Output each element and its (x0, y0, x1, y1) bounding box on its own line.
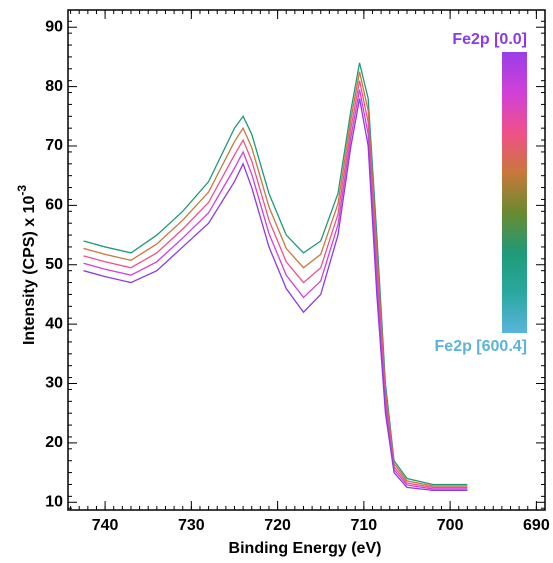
x-axis-label: Binding Energy (eV) (229, 540, 382, 557)
x-tick-label: 740 (92, 517, 119, 534)
colorbar-bottom-label: Fe2p [600.4] (435, 338, 527, 355)
y-tick-label: 30 (45, 375, 63, 392)
y-tick-label: 50 (45, 256, 63, 273)
x-tick-label: 720 (264, 517, 291, 534)
x-tick-label: 690 (523, 517, 550, 534)
y-tick-label: 70 (45, 137, 63, 154)
y-tick-label: 90 (45, 18, 63, 35)
y-tick-label: 60 (45, 197, 63, 214)
y-tick-label: 80 (45, 78, 63, 95)
x-tick-label: 710 (351, 517, 378, 534)
plot-frame (67, 9, 546, 511)
data-line (83, 71, 468, 487)
data-line (83, 98, 468, 492)
data-line (83, 62, 468, 486)
colorbar-top-label: Fe2p [0.0] (452, 31, 527, 48)
y-axis-label-text: Intensity (CPS) x 10 (21, 196, 38, 345)
data-line (83, 80, 468, 489)
x-tick-label: 730 (178, 517, 205, 534)
y-tick-label: 10 (45, 493, 63, 510)
y-axis-label: Intensity (CPS) x 10-3 (15, 185, 38, 345)
y-tick-label: 20 (45, 434, 63, 451)
data-line (83, 89, 468, 490)
y-axis-label-exponent: -3 (15, 185, 29, 196)
colorbar (502, 52, 527, 333)
y-tick-label: 40 (45, 315, 63, 332)
x-tick-label: 700 (437, 517, 464, 534)
